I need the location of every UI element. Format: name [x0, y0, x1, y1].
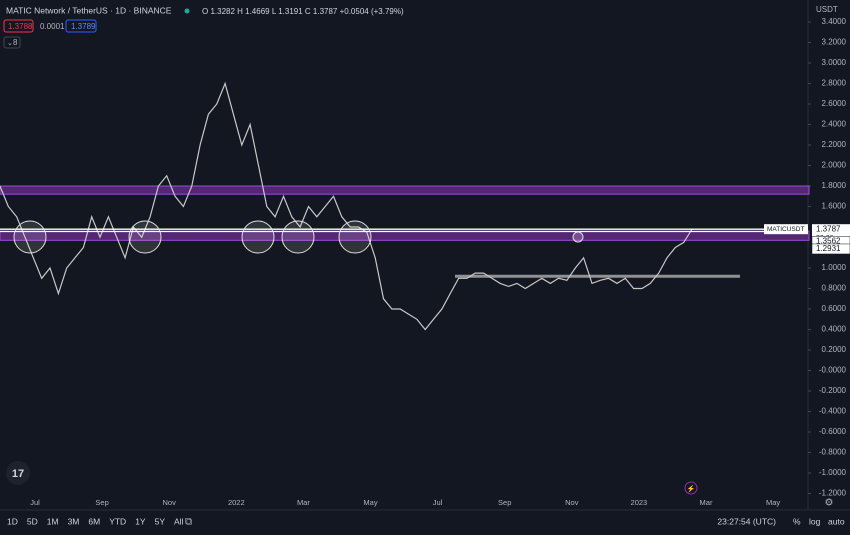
scale-option[interactable]: auto	[828, 516, 845, 526]
y-tick-label: 2.4000	[822, 120, 847, 129]
x-tick-label: Mar	[297, 498, 310, 507]
indicator-count[interactable]: 8	[13, 38, 18, 47]
price-line	[0, 81, 693, 331]
event-glyph[interactable]: ⚡	[687, 484, 696, 493]
price-tag-label: 1.3787	[816, 224, 841, 233]
y-tick-label: -1.2000	[819, 489, 847, 498]
range-button[interactable]: 3M	[68, 516, 80, 526]
highlight-circle	[13, 220, 47, 254]
range-button[interactable]: 1M	[47, 516, 59, 526]
y-tick-label: 1.6000	[822, 202, 847, 211]
x-tick-label: Nov	[565, 498, 579, 507]
y-tick-label: 1.0000	[822, 263, 847, 272]
svg-text:17: 17	[12, 468, 24, 480]
y-tick-label: 3.4000	[822, 17, 847, 26]
y-tick-label: 3.0000	[822, 58, 847, 67]
y-tick-label: -0.4000	[819, 407, 847, 416]
symbol-name: MATICUSDT	[767, 226, 804, 233]
y-tick-label: -0.0000	[819, 366, 847, 375]
scale-option[interactable]: %	[793, 516, 801, 526]
y-tick-label: 0.6000	[822, 304, 847, 313]
highlight-circle	[241, 220, 275, 254]
x-tick-label: May	[766, 498, 780, 507]
zone	[0, 185, 810, 195]
y-tick-label: 0.8000	[822, 284, 847, 293]
price-tag	[811, 243, 850, 255]
ohlc: O 1.3282 H 1.4669 L 1.3191 C 1.3787 +0.0…	[202, 7, 404, 16]
y-tick-label: -0.2000	[819, 386, 847, 395]
y-tick-label: 2.0000	[822, 161, 847, 170]
range-button[interactable]: 6M	[88, 516, 100, 526]
range-button[interactable]: 5Y	[155, 516, 166, 526]
highlight-circle	[281, 220, 315, 254]
symbol-tag	[764, 224, 808, 235]
chevron[interactable]: ⌄	[7, 40, 13, 47]
x-tick-label: Jul	[433, 498, 443, 507]
range-icon[interactable]: ⧉	[185, 517, 192, 528]
ask-box[interactable]	[65, 19, 97, 33]
ask[interactable]: 1.3789	[71, 22, 96, 31]
event-icon[interactable]	[684, 481, 698, 495]
y-tick-label: -0.6000	[819, 427, 847, 436]
x-tick-label: Sep	[95, 498, 108, 507]
currency[interactable]: USDT	[816, 5, 838, 14]
y-tick-label: 2.6000	[822, 99, 847, 108]
x-tick-label: May	[363, 498, 377, 507]
symbol: MATIC Network / TetherUS · 1D · BINANCE	[6, 5, 172, 15]
range-button[interactable]: All	[174, 516, 184, 526]
x-tick-label: Mar	[700, 498, 713, 507]
spread: 0.0001	[40, 22, 65, 31]
y-tick-label: -1.0000	[819, 468, 847, 477]
y-tick-label: 1.8000	[822, 181, 847, 190]
y-tick-label: 0.4000	[822, 325, 847, 334]
bid-box[interactable]	[3, 19, 34, 33]
y-tick-label: 2.2000	[822, 140, 847, 149]
bid[interactable]: 1.3788	[8, 22, 33, 31]
y-tick-label: -0.8000	[819, 448, 847, 457]
y-tick-label: 0.2000	[822, 345, 847, 354]
tv-logo: 17	[6, 461, 30, 485]
highlight-circle	[338, 220, 372, 254]
range-button[interactable]: 5D	[27, 516, 38, 526]
range-button[interactable]: YTD	[109, 516, 126, 526]
x-tick-label: Nov	[163, 498, 177, 507]
y-tick-label: 2.8000	[822, 79, 847, 88]
scale-option[interactable]: log	[809, 516, 821, 526]
y-tick-label: 3.2000	[822, 38, 847, 47]
range-button[interactable]: 1D	[7, 516, 18, 526]
indicator-toggle[interactable]	[3, 36, 21, 49]
range-button[interactable]: 1Y	[135, 516, 146, 526]
x-tick-label: Jul	[30, 498, 40, 507]
settings-icon[interactable]: ⚙	[825, 498, 834, 509]
status-dot	[184, 8, 190, 14]
x-tick-label: 2023	[631, 498, 648, 507]
clock: 23:27:54 (UTC)	[717, 516, 776, 526]
highlight-circle	[572, 231, 584, 243]
highlight-circle	[128, 220, 162, 254]
x-tick-label: 2022	[228, 498, 245, 507]
price-tag-label: 1.3562	[816, 237, 841, 246]
price-tag-label: 1.2931	[816, 244, 841, 253]
x-tick-label: Sep	[498, 498, 511, 507]
